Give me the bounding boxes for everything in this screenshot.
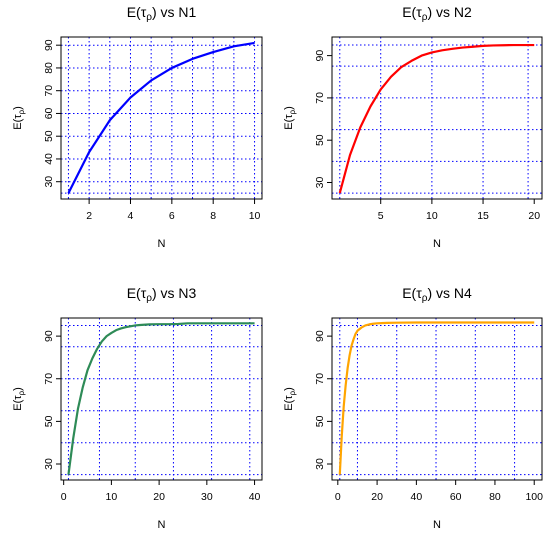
y-axis-label-sym: τ	[12, 114, 24, 119]
y-axis-label-sym: τ	[12, 395, 24, 400]
y-tick-label: 70	[314, 92, 326, 104]
x-tick-label: 2	[86, 210, 92, 222]
series-line	[67, 41, 255, 194]
series-line	[338, 43, 535, 194]
chart-title-prefix: E(	[127, 285, 141, 301]
y-tick-label: 30	[314, 177, 326, 189]
x-tick-label: 4	[128, 210, 134, 222]
x-tick-label: 0	[61, 491, 67, 503]
x-tick-label: 10	[426, 210, 438, 222]
y-tick-label: 80	[43, 62, 55, 74]
y-axis-label-sym: τ	[283, 114, 295, 119]
y-tick-label: 50	[314, 134, 326, 146]
chart-title-sub: ρ	[146, 293, 152, 304]
y-tick-label: 90	[43, 39, 55, 51]
x-tick-label: 60	[450, 491, 462, 503]
x-axis-label: N	[433, 238, 441, 250]
y-tick-label: 90	[43, 330, 55, 342]
chart-title: E(τρ) vs N2	[402, 4, 472, 23]
y-tick-label: 90	[314, 50, 326, 62]
chart-title: E(τρ) vs N1	[127, 4, 197, 23]
chart-title-suffix: ) vs N4	[427, 285, 472, 301]
y-tick-label: 50	[43, 415, 55, 427]
y-tick-label: 30	[43, 176, 55, 188]
y-axis-label-prefix: E(	[12, 399, 24, 410]
chart-title-sub: ρ	[422, 293, 428, 304]
y-tick-label: 50	[43, 130, 55, 142]
chart-title-sub: ρ	[422, 12, 428, 23]
plot-frame	[60, 317, 263, 481]
x-tick-label: 6	[169, 210, 175, 222]
plot-frame	[60, 36, 263, 200]
y-axis-label-suffix: )	[12, 387, 24, 391]
y-axis-label-sub: ρ	[288, 109, 297, 114]
x-tick-label: 15	[477, 210, 489, 222]
x-tick-label: 100	[525, 491, 543, 503]
chart-title-sym: τ	[141, 4, 147, 20]
plot-frame	[331, 317, 543, 481]
y-tick-label: 70	[314, 373, 326, 385]
y-axis-label-suffix: )	[12, 106, 24, 110]
x-tick-label: 20	[153, 491, 165, 503]
x-tick-label: 20	[371, 491, 383, 503]
series-line	[338, 321, 535, 475]
y-axis-label: E(τρ)	[12, 387, 26, 411]
y-axis-label: E(τρ)	[283, 387, 297, 411]
chart-title-prefix: E(	[402, 4, 416, 20]
y-axis-label: E(τρ)	[12, 106, 26, 130]
y-tick-label: 70	[43, 373, 55, 385]
y-axis-label-prefix: E(	[283, 118, 295, 129]
y-axis-label-sub: ρ	[17, 109, 26, 114]
y-tick-label: 30	[314, 458, 326, 470]
y-tick-label: 90	[314, 330, 326, 342]
x-tick-label: 40	[249, 491, 261, 503]
x-tick-label: 40	[411, 491, 423, 503]
y-axis-label: E(τρ)	[283, 106, 297, 130]
y-axis-label-prefix: E(	[12, 118, 24, 129]
y-axis-label-suffix: )	[283, 387, 295, 391]
chart-title-suffix: ) vs N1	[152, 4, 197, 20]
y-axis-label-prefix: E(	[283, 399, 295, 410]
y-axis-label-sub: ρ	[288, 390, 297, 395]
x-tick-label: 5	[378, 210, 384, 222]
x-tick-label: 30	[201, 491, 213, 503]
y-axis-label-sym: τ	[283, 395, 295, 400]
chart-title-prefix: E(	[127, 4, 141, 20]
x-tick-label: 10	[249, 210, 261, 222]
plot-frame	[331, 36, 543, 200]
x-tick-label: 8	[210, 210, 216, 222]
x-axis-label: N	[433, 519, 441, 531]
chart-title-suffix: ) vs N3	[152, 285, 197, 301]
y-tick-label: 50	[314, 415, 326, 427]
chart-title-sym: τ	[416, 4, 422, 20]
chart-title-prefix: E(	[402, 285, 416, 301]
x-axis-label: N	[158, 519, 166, 531]
chart-title-suffix: ) vs N2	[427, 4, 472, 20]
chart-title-sym: τ	[141, 285, 147, 301]
x-tick-label: 0	[335, 491, 341, 503]
x-axis-label: N	[158, 238, 166, 250]
chart-title-sym: τ	[416, 285, 422, 301]
x-tick-label: 20	[528, 210, 540, 222]
y-tick-label: 70	[43, 85, 55, 97]
chart-title: E(τρ) vs N4	[402, 285, 472, 304]
x-tick-label: 80	[489, 491, 501, 503]
chart-title-sub: ρ	[146, 12, 152, 23]
chart-title: E(τρ) vs N3	[127, 285, 197, 304]
y-tick-label: 40	[43, 153, 55, 165]
series-line	[67, 322, 255, 475]
y-tick-label: 60	[43, 107, 55, 119]
y-tick-label: 30	[43, 458, 55, 470]
y-axis-label-suffix: )	[283, 106, 295, 110]
y-axis-label-sub: ρ	[17, 390, 26, 395]
x-tick-label: 10	[106, 491, 118, 503]
